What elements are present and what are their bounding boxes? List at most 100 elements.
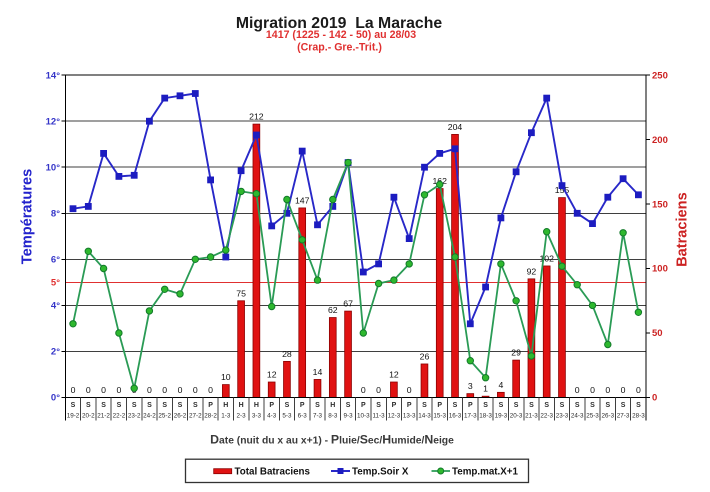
svg-text:S: S — [162, 402, 167, 409]
svg-text:7-3: 7-3 — [313, 413, 323, 420]
svg-text:24-3: 24-3 — [571, 413, 584, 420]
svg-text:12: 12 — [389, 370, 399, 380]
svg-text:50: 50 — [652, 328, 663, 339]
svg-text:0: 0 — [162, 385, 167, 395]
svg-text:S: S — [590, 402, 595, 409]
svg-text:3-3: 3-3 — [252, 413, 262, 420]
svg-text:92: 92 — [527, 266, 537, 276]
svg-text:Temp.mat.X+1: Temp.mat.X+1 — [452, 467, 519, 478]
svg-text:17-3: 17-3 — [464, 413, 477, 420]
svg-text:28-3: 28-3 — [632, 413, 645, 420]
svg-text:S: S — [346, 402, 351, 409]
svg-text:P: P — [468, 402, 473, 409]
svg-text:0: 0 — [193, 385, 198, 395]
svg-text:Batraciens: Batraciens — [675, 192, 691, 267]
svg-text:S: S — [376, 402, 381, 409]
svg-text:29: 29 — [511, 348, 521, 358]
svg-text:12: 12 — [267, 370, 277, 380]
svg-text:S: S — [315, 402, 320, 409]
svg-text:147: 147 — [295, 195, 310, 205]
svg-text:25-2: 25-2 — [158, 413, 171, 420]
svg-text:0: 0 — [178, 385, 183, 395]
svg-text:8-3: 8-3 — [328, 413, 338, 420]
svg-text:24-2: 24-2 — [143, 413, 156, 420]
svg-text:22-3: 22-3 — [540, 413, 553, 420]
svg-text:S: S — [422, 402, 427, 409]
svg-text:S: S — [575, 402, 580, 409]
svg-text:75: 75 — [236, 288, 246, 298]
svg-text:25-3: 25-3 — [586, 413, 599, 420]
svg-text:0: 0 — [621, 385, 626, 395]
svg-text:0: 0 — [605, 385, 610, 395]
svg-text:14°: 14° — [46, 70, 61, 81]
svg-text:Total Batraciens: Total Batraciens — [235, 467, 311, 478]
svg-text:14: 14 — [313, 367, 323, 377]
svg-text:0: 0 — [407, 385, 412, 395]
svg-text:P: P — [269, 402, 274, 409]
svg-text:250: 250 — [652, 70, 668, 81]
svg-text:16-3: 16-3 — [449, 413, 462, 420]
svg-text:10: 10 — [221, 372, 231, 382]
svg-text:0: 0 — [652, 393, 657, 404]
svg-text:S: S — [544, 402, 549, 409]
svg-text:22-2: 22-2 — [113, 413, 126, 420]
svg-text:28-2: 28-2 — [204, 413, 217, 420]
svg-text:P: P — [361, 402, 366, 409]
svg-text:S: S — [621, 402, 626, 409]
svg-text:Temp.Soir X: Temp.Soir X — [352, 467, 409, 478]
svg-text:12°: 12° — [46, 116, 61, 127]
svg-text:21-3: 21-3 — [525, 413, 538, 420]
svg-text:2-3: 2-3 — [237, 413, 247, 420]
svg-text:P: P — [300, 402, 305, 409]
svg-text:15-3: 15-3 — [433, 413, 446, 420]
svg-text:19-2: 19-2 — [67, 413, 80, 420]
svg-text:S: S — [514, 402, 519, 409]
svg-text:27-3: 27-3 — [617, 413, 630, 420]
svg-text:H: H — [239, 402, 244, 409]
svg-text:S: S — [529, 402, 534, 409]
svg-text:204: 204 — [448, 122, 463, 132]
svg-text:100: 100 — [652, 264, 668, 275]
svg-text:0: 0 — [86, 385, 91, 395]
svg-text:H: H — [223, 402, 228, 409]
svg-text:18-3: 18-3 — [479, 413, 492, 420]
svg-text:11-3: 11-3 — [373, 413, 386, 420]
svg-text:P: P — [407, 402, 412, 409]
svg-text:200: 200 — [652, 135, 668, 146]
svg-text:S: S — [132, 402, 137, 409]
svg-text:23-3: 23-3 — [556, 413, 569, 420]
svg-text:P: P — [392, 402, 397, 409]
svg-text:0: 0 — [376, 385, 381, 395]
svg-text:S: S — [560, 402, 565, 409]
svg-text:21-2: 21-2 — [97, 413, 110, 420]
svg-text:14-3: 14-3 — [418, 413, 431, 420]
svg-text:6-3: 6-3 — [298, 413, 308, 420]
svg-text:9-3: 9-3 — [344, 413, 354, 420]
svg-text:Date (nuit du x au x+1) - Plui: Date (nuit du x au x+1) - Pluie/Sec/Humi… — [210, 433, 454, 447]
svg-text:(Crap.- Gre.-Trit.): (Crap.- Gre.-Trit.) — [297, 42, 382, 54]
svg-text:0: 0 — [575, 385, 580, 395]
svg-text:155: 155 — [555, 185, 570, 195]
svg-text:10-3: 10-3 — [357, 413, 370, 420]
svg-text:H: H — [330, 402, 335, 409]
svg-text:H: H — [254, 402, 259, 409]
svg-text:1-3: 1-3 — [221, 413, 231, 420]
svg-text:S: S — [636, 402, 641, 409]
svg-text:S: S — [101, 402, 106, 409]
svg-text:4°: 4° — [51, 301, 60, 312]
svg-text:0: 0 — [208, 385, 213, 395]
svg-text:S: S — [483, 402, 488, 409]
svg-text:0: 0 — [71, 385, 76, 395]
svg-text:0°: 0° — [51, 393, 60, 404]
svg-text:27-2: 27-2 — [189, 413, 202, 420]
svg-text:S: S — [71, 402, 76, 409]
svg-text:P: P — [437, 402, 442, 409]
svg-text:1417 (1225 - 142 - 50) au 28/0: 1417 (1225 - 142 - 50) au 28/03 — [266, 29, 416, 41]
svg-text:102: 102 — [539, 254, 554, 264]
svg-text:2°: 2° — [51, 347, 60, 358]
svg-text:P: P — [208, 402, 213, 409]
svg-text:0: 0 — [116, 385, 121, 395]
svg-text:67: 67 — [343, 299, 353, 309]
svg-text:S: S — [86, 402, 91, 409]
svg-text:5-3: 5-3 — [282, 413, 292, 420]
